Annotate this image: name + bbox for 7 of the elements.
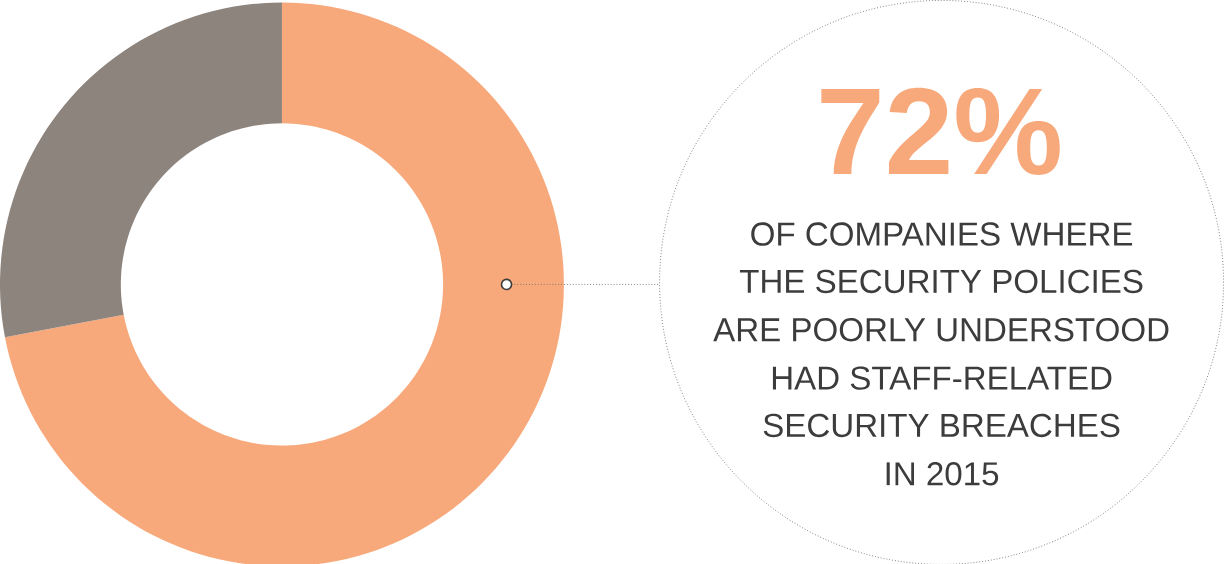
text: HAD STAFF-RELATED [772, 366, 1112, 390]
text: OF COMPANIES WHERE [751, 222, 1133, 246]
text: IN 2015 [886, 461, 999, 486]
text: SECURITY BREACHES [763, 413, 1120, 437]
data-label: 72% [821, 87, 1060, 175]
text: ARE POORLY UNDERSTOOD [713, 317, 1169, 342]
text: THE SECURITY POLICIES [739, 269, 1143, 293]
